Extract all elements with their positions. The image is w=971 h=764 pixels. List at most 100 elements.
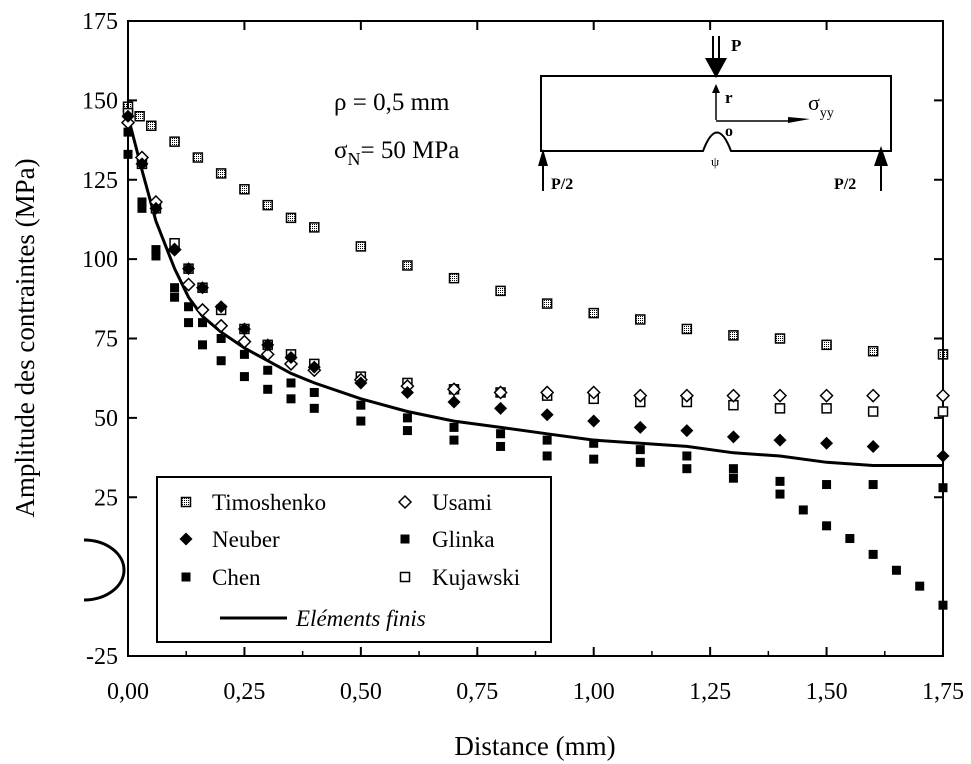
beam-diagram: P r o ψ σyy P/2 P/2 — [538, 36, 892, 193]
data-point-timoshenko — [821, 339, 832, 351]
y-tick-label: -25 — [86, 644, 118, 670]
data-point-glinka — [239, 372, 249, 382]
data-point-chen — [263, 365, 273, 375]
data-point-neuber — [680, 424, 694, 438]
data-point-glinka — [891, 565, 901, 575]
data-point-glinka — [184, 318, 194, 328]
data-point-neuber — [354, 376, 368, 390]
data-point-usami — [540, 385, 555, 400]
legend: Timoshenko Usami Neuber Glinka Chen Kuja… — [156, 476, 552, 643]
data-point-glinka — [356, 416, 366, 426]
data-point-glinka — [137, 203, 147, 213]
data-point-chen — [868, 480, 878, 490]
data-point-usami — [446, 382, 462, 397]
data-point-usami — [214, 318, 229, 333]
x-tick-label: 1,50 — [806, 679, 848, 705]
data-point-chen — [938, 483, 948, 493]
support-right-label: P/2 — [834, 176, 856, 193]
data-point-chen — [775, 476, 785, 486]
legend-marker-neuber — [179, 532, 193, 546]
data-point-timoshenko — [134, 111, 145, 122]
data-point-usami — [633, 388, 648, 403]
axis-ticks: 0,00 0,25 0,50 0,75 1,00 1,25 1,50 1,75 -25 25 50 7… — [82, 9, 964, 705]
series-line-el-ments-finis — [126, 115, 943, 467]
data-point-chen — [216, 334, 226, 343]
data-point-usami — [866, 388, 881, 403]
data-point-neuber — [447, 395, 461, 409]
data-point-timoshenko — [402, 260, 413, 271]
data-point-timoshenko — [448, 272, 460, 284]
data-point-usami — [237, 334, 252, 349]
sigma-n-subscript: N — [347, 149, 360, 169]
data-point-glinka — [496, 441, 506, 451]
data-point-neuber — [773, 433, 787, 447]
y-tick-label: 150 — [82, 88, 118, 114]
data-point-usami — [726, 388, 741, 403]
data-point-usami — [260, 347, 275, 362]
data-point-glinka — [216, 356, 226, 366]
data-point-neuber — [820, 436, 834, 450]
x-tick-label: 0,75 — [456, 679, 498, 705]
sigma-n-annotation: σN= 50 MPa — [334, 137, 459, 169]
sigma-yy-label: σyy — [808, 90, 834, 121]
data-point-timoshenko — [728, 330, 739, 341]
data-point-glinka — [286, 394, 296, 404]
data-point-timoshenko — [588, 307, 599, 319]
legend-marker-chen — [181, 572, 191, 582]
data-point-timoshenko — [285, 212, 297, 224]
legend-label-neuber: Neuber — [212, 527, 280, 552]
data-point-glinka — [868, 549, 878, 559]
data-point-timoshenko — [169, 136, 180, 147]
data-point-glinka — [402, 426, 412, 436]
y-tick-label: 125 — [82, 168, 118, 194]
data-point-neuber — [168, 243, 182, 257]
data-point-timoshenko — [262, 199, 273, 211]
data-point-glinka — [449, 435, 459, 445]
beam-outline — [540, 75, 892, 152]
x-tick-label: 0,50 — [340, 679, 382, 705]
data-point-neuber — [726, 430, 740, 444]
data-point-glinka — [542, 451, 552, 461]
data-point-neuber — [587, 414, 601, 428]
x-tick-label: 0,25 — [223, 679, 265, 705]
data-point-timoshenko — [635, 314, 646, 325]
data-point-chen — [198, 318, 208, 328]
legend-label-chen: Chen — [212, 565, 261, 590]
data-point-usami — [819, 388, 834, 403]
data-point-chen — [682, 451, 692, 461]
legend-label-usami: Usami — [432, 490, 492, 515]
data-point-timoshenko — [681, 323, 693, 335]
notch-symbol — [83, 538, 126, 602]
data-point-neuber — [261, 338, 275, 352]
support-right-head — [874, 146, 888, 166]
data-point-timoshenko — [355, 241, 367, 252]
data-point-chen — [309, 387, 319, 397]
data-point-timoshenko — [774, 333, 786, 344]
data-point-kujawski — [867, 406, 879, 417]
o-label: o — [725, 123, 733, 140]
support-left-label: P/2 — [551, 176, 573, 193]
data-point-chen — [589, 438, 599, 448]
stress-arrowhead — [788, 117, 810, 123]
data-point-chen — [184, 302, 194, 312]
data-point-chen — [137, 197, 147, 207]
data-point-neuber — [936, 449, 950, 463]
data-point-chen — [728, 464, 738, 474]
series-usami — [120, 115, 951, 403]
data-point-neuber — [494, 401, 508, 415]
data-point-chen — [356, 400, 366, 410]
data-point-kujawski — [821, 403, 832, 414]
data-point-timoshenko — [495, 285, 506, 297]
data-point-neuber — [135, 157, 149, 171]
data-point-usami — [181, 277, 196, 292]
data-point-glinka — [309, 403, 319, 413]
legend-items — [179, 494, 413, 583]
data-point-neuber — [307, 360, 321, 374]
series-glinka — [123, 149, 948, 610]
data-point-glinka — [938, 600, 948, 610]
data-point-glinka — [635, 457, 645, 467]
data-point-usami — [195, 302, 210, 317]
data-point-timoshenko — [309, 222, 320, 233]
data-point-glinka — [845, 534, 855, 544]
